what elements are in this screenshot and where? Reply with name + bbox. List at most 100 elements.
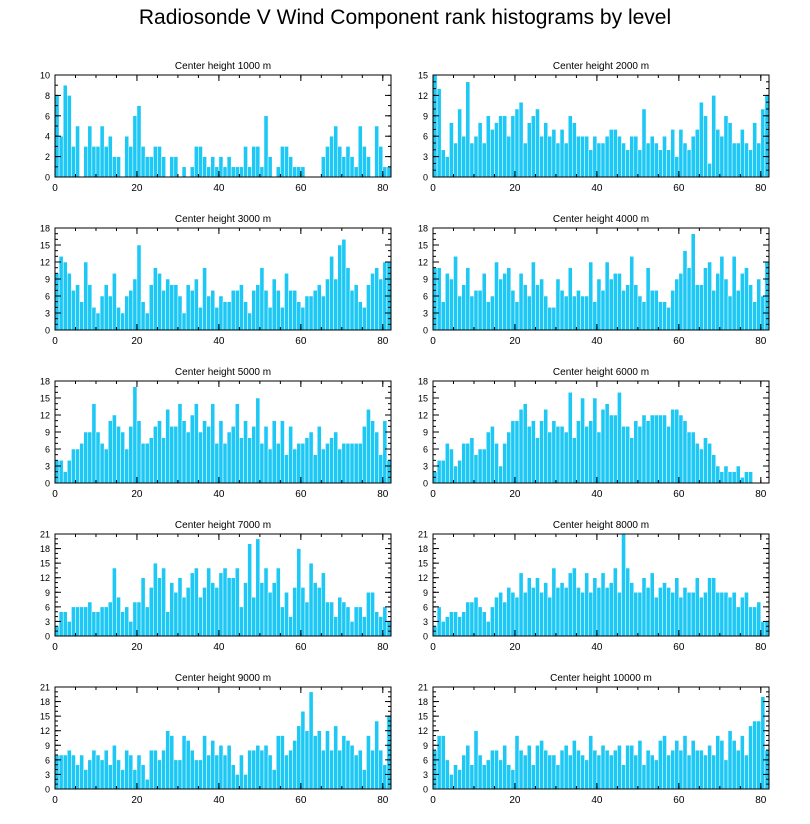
bar [239, 284, 244, 331]
x-tick-label: 20 [509, 642, 521, 653]
bar [555, 764, 561, 790]
bar [662, 582, 667, 637]
bar [453, 764, 458, 790]
bar [440, 735, 446, 790]
bar [567, 754, 573, 790]
bar [649, 290, 655, 331]
bar [494, 749, 499, 790]
bar [617, 392, 622, 484]
bar [296, 548, 302, 637]
bar [222, 754, 228, 790]
bar [559, 582, 565, 637]
bar [432, 74, 438, 178]
bar [210, 290, 216, 331]
bar [243, 774, 248, 790]
bar [621, 426, 626, 484]
y-tick-label: 12 [418, 573, 428, 583]
bar [218, 572, 224, 637]
bar [506, 135, 512, 178]
bar [321, 749, 326, 790]
y-tick-label: 9 [45, 741, 50, 751]
bar [71, 606, 76, 637]
bar [654, 290, 659, 331]
bar [267, 156, 273, 178]
bar [263, 290, 269, 331]
y-tick-label: 6 [45, 755, 50, 765]
bar [539, 740, 544, 790]
bar [436, 460, 442, 484]
bar [477, 448, 483, 484]
x-tick-label: 0 [430, 336, 436, 347]
bar [465, 267, 471, 331]
bar [370, 420, 375, 484]
bar [194, 403, 199, 484]
bar [481, 448, 487, 484]
bar [198, 431, 203, 484]
bar [477, 606, 483, 637]
bar [662, 135, 667, 178]
bar [99, 125, 105, 178]
bar [572, 437, 577, 484]
bar [531, 115, 536, 178]
bar [625, 426, 630, 484]
plot-frame [432, 74, 770, 178]
bar [103, 448, 109, 484]
plot-frame [54, 686, 392, 790]
bar [510, 769, 516, 790]
bar [288, 426, 293, 484]
bar [539, 592, 544, 637]
bar [112, 745, 117, 790]
bar [194, 759, 199, 790]
bar [165, 278, 170, 331]
bar [498, 759, 503, 790]
bar [83, 769, 89, 790]
bar [370, 749, 375, 790]
bar [202, 267, 207, 331]
bar [153, 267, 158, 331]
bar [670, 749, 676, 790]
bar [378, 616, 384, 637]
bar [144, 312, 150, 331]
bar [596, 754, 602, 790]
bar [325, 146, 330, 178]
bar [325, 730, 330, 790]
bar [386, 166, 392, 178]
bar [457, 616, 462, 637]
bar [678, 596, 684, 637]
bar [230, 426, 236, 484]
y-tick-label: 18 [40, 697, 50, 707]
bar [711, 754, 716, 790]
bar [674, 409, 680, 484]
bar [288, 156, 293, 178]
bar [440, 149, 446, 178]
y-tick-label: 3 [423, 462, 428, 472]
bar [112, 273, 117, 331]
bar [514, 420, 520, 484]
bar [124, 135, 130, 178]
bar [649, 572, 655, 637]
bar [226, 577, 232, 637]
y-tick-label: 10 [40, 71, 50, 81]
bar [312, 454, 318, 484]
bar [572, 740, 577, 790]
bar [613, 414, 618, 484]
bar [600, 409, 606, 484]
bar [218, 156, 224, 178]
bar [662, 414, 667, 484]
bar [596, 587, 602, 637]
bar [337, 596, 343, 637]
bar [103, 146, 109, 178]
bar [271, 769, 277, 790]
y-tick-label: 6 [423, 445, 428, 455]
bar [157, 273, 162, 331]
x-tick-label: 40 [213, 183, 225, 194]
bar [740, 596, 745, 637]
y-tick-label: 9 [45, 275, 50, 285]
bar [181, 166, 187, 178]
bar [522, 284, 528, 331]
bar [449, 278, 454, 331]
bar [633, 284, 639, 331]
x-tick-label: 60 [673, 336, 685, 347]
bar [177, 759, 183, 790]
bar [502, 745, 508, 790]
